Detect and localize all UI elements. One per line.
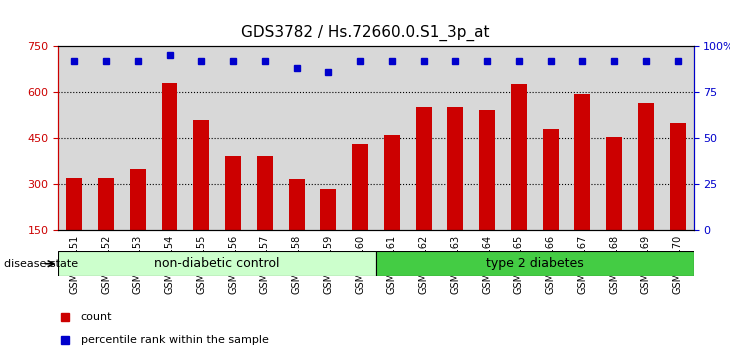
Bar bbox=[154, 46, 185, 230]
FancyBboxPatch shape bbox=[376, 251, 694, 276]
Bar bbox=[575, 93, 591, 276]
Bar bbox=[566, 46, 599, 230]
Bar bbox=[479, 110, 495, 276]
Bar bbox=[257, 156, 273, 276]
Text: non-diabetic control: non-diabetic control bbox=[155, 257, 280, 270]
Bar bbox=[662, 46, 694, 230]
Bar bbox=[630, 46, 662, 230]
Text: GDS3782 / Hs.72660.0.S1_3p_at: GDS3782 / Hs.72660.0.S1_3p_at bbox=[241, 25, 489, 41]
Bar bbox=[345, 46, 376, 230]
Bar bbox=[447, 107, 464, 276]
Bar bbox=[130, 169, 146, 276]
Bar bbox=[66, 178, 82, 276]
Bar bbox=[542, 129, 558, 276]
FancyBboxPatch shape bbox=[58, 251, 376, 276]
Bar bbox=[320, 189, 337, 276]
Bar bbox=[534, 46, 566, 230]
Bar bbox=[376, 46, 408, 230]
Text: percentile rank within the sample: percentile rank within the sample bbox=[80, 335, 269, 345]
Bar bbox=[98, 178, 114, 276]
Bar bbox=[599, 46, 630, 230]
Bar bbox=[503, 46, 534, 230]
Bar bbox=[384, 135, 400, 276]
Bar bbox=[225, 156, 241, 276]
Bar bbox=[58, 46, 91, 230]
Bar bbox=[185, 46, 218, 230]
Bar bbox=[288, 179, 304, 276]
Bar bbox=[606, 137, 622, 276]
Bar bbox=[638, 103, 654, 276]
Bar bbox=[161, 83, 177, 276]
Bar bbox=[415, 107, 431, 276]
Bar bbox=[439, 46, 472, 230]
Bar bbox=[669, 123, 685, 276]
Bar bbox=[312, 46, 345, 230]
Bar bbox=[352, 144, 368, 276]
Bar bbox=[193, 120, 210, 276]
Bar bbox=[281, 46, 312, 230]
Bar bbox=[511, 84, 527, 276]
Text: disease state: disease state bbox=[4, 259, 78, 269]
Bar bbox=[472, 46, 503, 230]
Bar bbox=[249, 46, 280, 230]
Text: type 2 diabetes: type 2 diabetes bbox=[486, 257, 583, 270]
Bar bbox=[408, 46, 439, 230]
Bar bbox=[122, 46, 154, 230]
Bar bbox=[218, 46, 249, 230]
Text: count: count bbox=[80, 312, 112, 322]
Bar bbox=[91, 46, 122, 230]
